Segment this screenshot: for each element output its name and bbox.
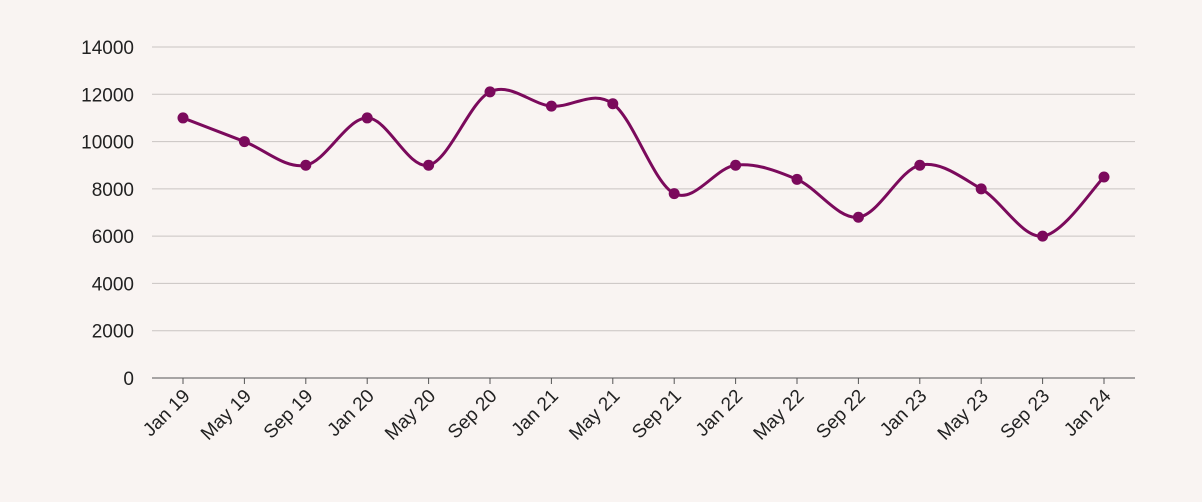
data-point	[668, 188, 680, 200]
data-point	[791, 173, 803, 185]
data-point	[975, 183, 987, 195]
grid-lines	[152, 46, 1135, 332]
y-axis-ticks: 0 2000 4000 6000 8000 10000 12000 14000	[81, 38, 134, 390]
y-tick-label: 8000	[92, 180, 134, 201]
y-tick-label: 14000	[81, 38, 134, 59]
data-point	[300, 159, 312, 171]
y-tick-label: 6000	[92, 227, 134, 248]
data-point	[177, 112, 189, 124]
data-point	[1037, 230, 1049, 242]
x-tick-label: Jan 23	[876, 386, 931, 441]
data-point	[730, 159, 742, 171]
x-tick-label: Jan 22	[692, 386, 747, 441]
data-point	[607, 98, 619, 110]
y-tick-label: 10000	[81, 133, 134, 154]
series-layer	[177, 86, 1110, 242]
data-point	[545, 100, 557, 112]
x-tick-label: Jan 19	[139, 386, 194, 441]
x-tick-label: Sep 20	[444, 386, 501, 443]
data-point	[361, 112, 373, 124]
x-tick-label: May 21	[565, 386, 624, 445]
y-tick-label: 4000	[92, 274, 134, 295]
x-tick-label: Sep 21	[628, 386, 685, 443]
x-tick-label: May 23	[934, 386, 993, 445]
series-line	[181, 88, 1106, 238]
x-tick-label: Jan 21	[508, 386, 563, 441]
data-point	[423, 159, 435, 171]
y-tick-label: 2000	[92, 322, 134, 343]
y-tick-label: 12000	[81, 85, 134, 106]
x-axis-ticks: Jan 19 May 19 Sep 19 Jan 20 May 20 Sep 20 Jan …	[139, 378, 1116, 445]
data-point	[238, 136, 250, 148]
y-tick-label: 0	[123, 369, 134, 390]
x-tick-label: Sep 22	[812, 386, 869, 443]
data-point	[914, 159, 926, 171]
data-point	[1098, 171, 1110, 183]
x-tick-label: May 19	[197, 386, 256, 445]
x-tick-label: May 22	[750, 386, 809, 445]
x-tick-label: Jan 20	[324, 386, 379, 441]
data-point	[484, 86, 496, 98]
x-tick-label: May 20	[381, 386, 440, 445]
x-tick-label: Jan 24	[1060, 385, 1115, 440]
data-point	[852, 211, 864, 223]
x-tick-label: Sep 23	[997, 386, 1054, 443]
x-tick-label: Sep 19	[260, 386, 317, 443]
